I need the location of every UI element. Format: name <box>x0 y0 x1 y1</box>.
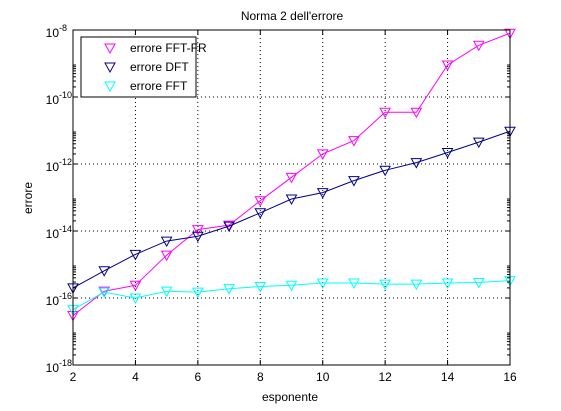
series-point <box>285 194 298 206</box>
legend-box <box>80 36 197 98</box>
series-point <box>316 149 329 160</box>
series-point <box>504 28 516 40</box>
legend-label: errore FFT <box>130 79 188 93</box>
series-point <box>441 148 454 159</box>
series-point <box>285 172 298 184</box>
series-point <box>379 165 391 177</box>
series-point <box>223 284 235 295</box>
x-tick-label: 4 <box>132 370 139 384</box>
series-line <box>72 280 511 311</box>
x-tick-label: 12 <box>378 370 392 384</box>
series-point <box>160 236 173 248</box>
series-point <box>160 286 173 298</box>
y-tick-label: 10 <box>46 26 60 40</box>
x-tick-label: 6 <box>195 370 202 384</box>
y-tick-label: 10 <box>46 93 60 107</box>
series-point <box>254 196 267 207</box>
legend-marker <box>104 81 116 93</box>
series-point <box>254 208 267 219</box>
series-point <box>410 158 423 169</box>
series-point <box>348 176 360 187</box>
y-tick-label: 10 <box>46 361 60 375</box>
y-tick-exponent: -8 <box>59 23 67 33</box>
legend-marker <box>104 62 116 74</box>
x-tick-label: 16 <box>503 370 517 384</box>
series-point <box>348 278 360 290</box>
legend-label: errore FFT-FR <box>130 41 207 55</box>
y-tick-exponent: -18 <box>59 358 72 368</box>
chart-title: Norma 2 dell'errore <box>241 9 344 23</box>
y-tick-exponent: -10 <box>59 90 72 100</box>
series-point <box>129 249 142 261</box>
x-tick-label: 10 <box>316 370 330 384</box>
y-axis-label: errore <box>21 182 35 214</box>
y-tick-exponent: -16 <box>59 291 72 301</box>
y-tick-label: 10 <box>46 160 60 174</box>
series-point <box>98 266 111 277</box>
series-point <box>472 278 485 289</box>
legend-label: errore DFT <box>130 60 189 74</box>
y-tick-label: 10 <box>46 227 60 241</box>
series-point <box>285 280 298 292</box>
series-point <box>160 250 173 262</box>
legend-item: errore FFT <box>104 79 188 93</box>
series-point <box>129 280 142 292</box>
series-2 <box>67 276 516 316</box>
series-line <box>72 32 511 316</box>
series-point <box>441 278 454 290</box>
y-tick-exponent: -14 <box>59 224 72 234</box>
plot-frame <box>72 29 511 366</box>
series-line <box>72 130 511 289</box>
series-point <box>192 225 204 236</box>
x-tick-label: 8 <box>257 370 264 384</box>
y-tick-label: 10 <box>46 294 60 308</box>
legend-item: errore DFT <box>104 60 189 74</box>
x-axis-label: esponente <box>262 390 318 404</box>
series-point <box>223 221 235 233</box>
x-tick-label: 2 <box>70 370 77 384</box>
y-tick-exponent: -12 <box>59 157 72 167</box>
series-point <box>129 293 142 305</box>
series-point <box>441 60 454 72</box>
x-tick-label: 14 <box>441 370 455 384</box>
series-point <box>379 279 391 291</box>
series-layer <box>67 28 516 322</box>
series-point <box>472 40 485 52</box>
series-point <box>410 107 423 119</box>
series-point <box>348 136 360 147</box>
series-point <box>316 278 329 290</box>
series-point <box>316 188 329 199</box>
series-point <box>192 287 204 299</box>
legend-marker <box>104 43 116 55</box>
legend-item: errore FFT-FR <box>104 41 207 55</box>
series-point <box>472 137 485 149</box>
series-point <box>410 279 423 291</box>
series-point <box>192 231 204 243</box>
legend: errore FFT-FR errore DFT errore FFT <box>80 36 207 98</box>
series-point <box>254 282 267 293</box>
series-point <box>98 287 111 299</box>
series-point <box>379 107 391 119</box>
